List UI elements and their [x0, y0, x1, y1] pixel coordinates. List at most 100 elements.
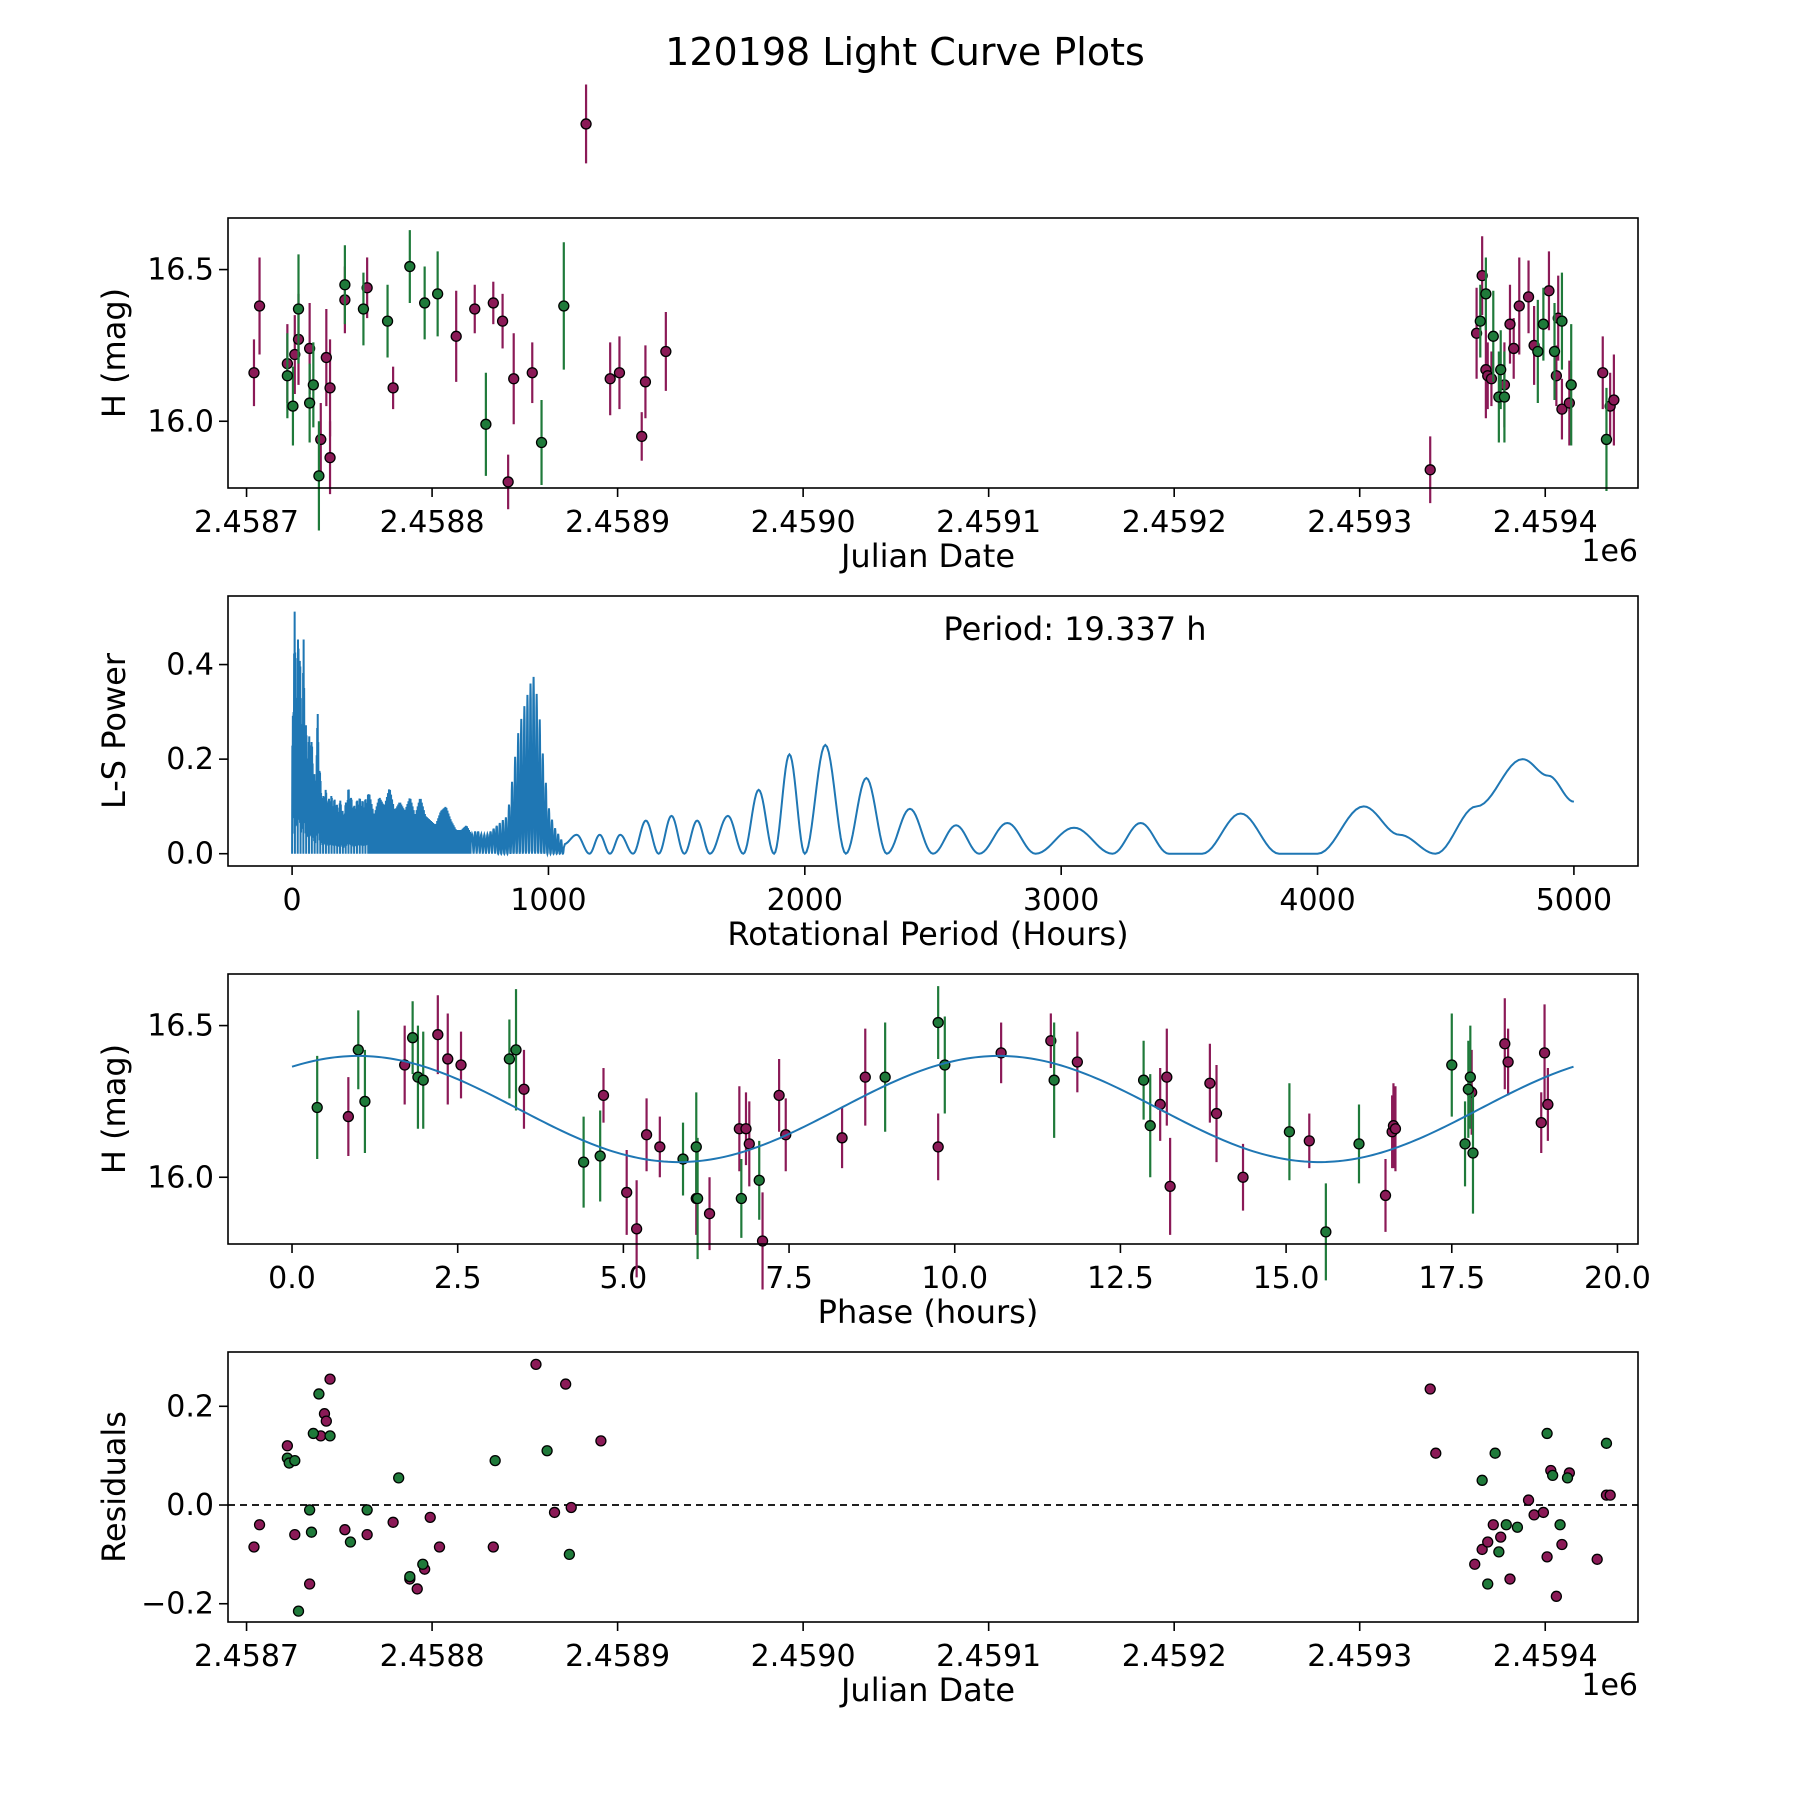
data-point-band-a	[1470, 327, 1483, 339]
data-point-band-b	[1144, 1120, 1156, 1132]
data-point-band-b	[535, 436, 548, 449]
data-point-band-b	[1561, 1472, 1574, 1484]
data-point-band-b	[1532, 345, 1544, 358]
data-point-band-b	[1320, 1226, 1332, 1238]
data-point-band-b	[1537, 318, 1550, 330]
x-tick-label: 15.0	[1253, 1261, 1320, 1296]
data-point-band-b	[1500, 1519, 1512, 1531]
data-point-band-a	[1522, 291, 1535, 303]
data-point-band-b	[404, 1570, 416, 1583]
data-point-band-a	[565, 1501, 577, 1514]
data-point-band-a	[253, 1519, 266, 1531]
data-point-band-a	[502, 476, 514, 488]
data-point-band-a	[1482, 1536, 1494, 1548]
data-point-band-a	[773, 1089, 785, 1101]
data-point-band-a	[324, 382, 336, 394]
data-point-band-a	[639, 376, 652, 388]
y-axis-label: L-S Power	[95, 652, 133, 809]
y-axis-label: H (mag)	[95, 288, 133, 418]
data-point-band-b	[1556, 315, 1568, 327]
data-point-band-b	[307, 379, 319, 391]
data-point-band-a	[1522, 1494, 1535, 1506]
y-tick-label: 0.4	[166, 648, 214, 683]
data-point-band-b	[1482, 1578, 1494, 1590]
data-point-band-a	[320, 351, 332, 364]
y-tick-label: 0.2	[166, 742, 214, 777]
data-point-band-a	[932, 1141, 944, 1153]
data-point-band-a	[1550, 370, 1563, 382]
figure-title: 120198 Light Curve Plots	[665, 30, 1145, 74]
data-point-band-a	[1379, 1189, 1392, 1202]
data-point-band-a	[1210, 1107, 1223, 1120]
data-point-band-a	[432, 1029, 444, 1041]
data-point-band-a	[1504, 318, 1516, 330]
data-point-band-b	[691, 1192, 704, 1205]
x-tick-label: 2.4589	[565, 505, 670, 540]
y-tick-label: 16.0	[147, 1160, 214, 1195]
plot-frame	[227, 973, 1639, 1245]
x-tick-label: 2.4591	[936, 1639, 1041, 1674]
x-tick-label: 2.4589	[565, 1639, 670, 1674]
data-point-band-b	[313, 1388, 325, 1400]
data-point-band-a	[1237, 1171, 1249, 1183]
y-tick-label: −0.2	[141, 1587, 214, 1622]
data-point-band-a	[411, 1583, 423, 1595]
data-point-band-b	[1565, 379, 1577, 391]
data-point-band-a	[1430, 1447, 1442, 1459]
data-point-band-a	[660, 345, 672, 358]
data-point-band-b	[594, 1150, 606, 1162]
data-point-band-a	[450, 330, 462, 342]
data-point-band-a	[604, 373, 616, 385]
data-point-band-b	[419, 297, 431, 309]
data-point-band-a	[526, 367, 538, 379]
data-point-band-b	[303, 397, 316, 409]
data-point-band-a	[339, 1524, 351, 1536]
x-tick-label: 2.4594	[1493, 505, 1598, 540]
x-tick-label: 5.0	[600, 1261, 648, 1296]
plot-frame	[227, 217, 1639, 489]
x-axis-label: Phase (hours)	[818, 1293, 1039, 1331]
x-tick-label: 2.4590	[751, 1639, 856, 1674]
data-point-band-b	[1467, 1147, 1479, 1159]
x-tick-label: 2.4593	[1307, 1639, 1412, 1674]
data-point-band-a	[621, 1186, 633, 1199]
plot-frame	[227, 1351, 1639, 1623]
data-point-band-a	[289, 348, 301, 361]
data-point-band-b	[324, 1430, 336, 1442]
data-point-band-b	[1480, 288, 1492, 300]
data-point-band-b	[1600, 1437, 1613, 1449]
x-offset-label: 1e6	[1581, 1668, 1638, 1703]
data-point-band-a	[1476, 269, 1488, 282]
data-point-band-a	[1535, 1117, 1547, 1129]
data-point-band-a	[580, 118, 592, 130]
data-point-band-a	[315, 433, 327, 446]
data-point-band-b	[1464, 1071, 1476, 1083]
data-point-band-a	[530, 1358, 542, 1370]
period-annotation: Period: 19.337 h	[943, 610, 1206, 648]
data-point-band-a	[303, 342, 316, 355]
x-tick-label: 5000	[1536, 883, 1612, 918]
data-point-band-a	[1542, 1098, 1554, 1111]
data-point-band-b	[735, 1192, 747, 1205]
data-point-band-a	[1071, 1056, 1083, 1068]
data-point-band-b	[932, 1016, 944, 1029]
data-point-band-a	[1495, 1531, 1507, 1543]
data-point-band-a	[1487, 1519, 1499, 1531]
data-point-band-b	[690, 1141, 702, 1153]
data-point-band-a	[1543, 285, 1555, 297]
data-point-band-a	[1528, 1509, 1540, 1521]
data-point-band-a	[1502, 1056, 1514, 1068]
light-curve-panel: 2.4587 2.4588 2.4589 2.4590 2.4591 2.4592 2.45…	[95, 84, 1639, 575]
data-point-band-a	[508, 373, 520, 385]
data-point-band-a	[1469, 1558, 1481, 1570]
data-point-band-b	[1353, 1138, 1365, 1150]
x-tick-label: 7.5	[765, 1261, 813, 1296]
data-point-band-a	[1389, 1123, 1402, 1135]
panels: 2.4587 2.4588 2.4589 2.4590 2.4591 2.4592 2.45…	[95, 84, 1651, 1709]
data-point-band-a	[1608, 394, 1620, 406]
data-point-band-b	[577, 1156, 590, 1168]
data-point-band-b	[339, 279, 351, 291]
data-point-band-b	[558, 300, 570, 312]
periodogram-line	[291, 611, 1575, 858]
x-axis-label: Julian Date	[839, 537, 1015, 575]
